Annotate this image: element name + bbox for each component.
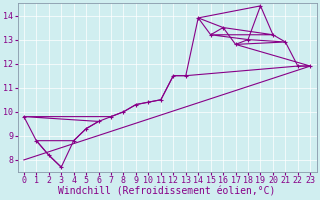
X-axis label: Windchill (Refroidissement éolien,°C): Windchill (Refroidissement éolien,°C) [58,187,276,197]
